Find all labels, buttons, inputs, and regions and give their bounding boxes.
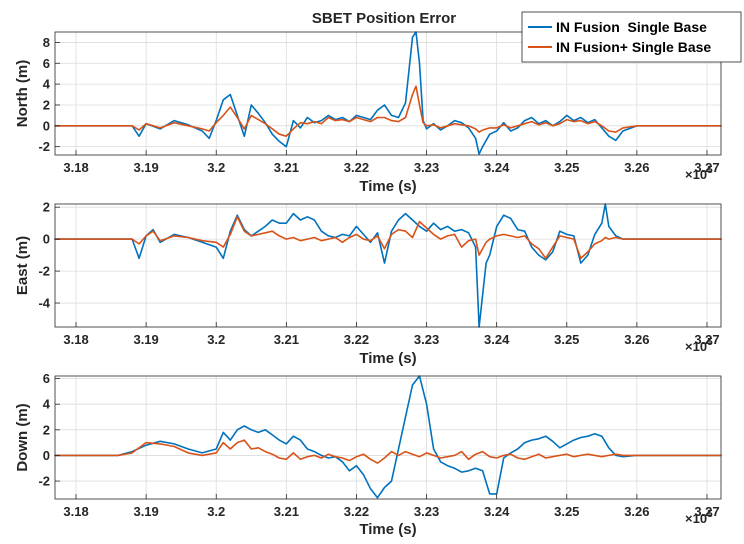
- legend-label: IN Fusion Single Base: [556, 19, 707, 35]
- y-tick-label: 0: [43, 448, 50, 463]
- x-tick-label: 3.24: [484, 504, 510, 519]
- x-tick-label: 3.24: [484, 160, 510, 175]
- legend-label: IN Fusion+ Single Base: [556, 39, 711, 55]
- x-tick-label: 3.19: [133, 332, 158, 347]
- y-tick-label: 2: [43, 97, 50, 112]
- x-tick-label: 3.23: [414, 332, 439, 347]
- x-multiplier-label: ×105: [685, 165, 713, 182]
- x-tick-label: 3.21: [274, 332, 299, 347]
- y-tick-label: 4: [43, 77, 51, 92]
- x-tick-label: 3.25: [554, 332, 579, 347]
- y-tick-label: 2: [43, 422, 50, 437]
- legend: IN Fusion Single Base IN Fusion+ Single B…: [521, 11, 742, 63]
- y-tick-label: 8: [43, 35, 50, 50]
- subplot-2: 3.18 3.19 3.2 3.21 3.22 3.23 3.24 3.25 3.26 3.27 -…: [14, 200, 722, 367]
- x-tick-label: 3.2: [207, 160, 225, 175]
- x-tick-label: 3.22: [344, 332, 369, 347]
- series-line-in-fusion-plus: [54, 216, 722, 260]
- x-tick-label: 3.27: [694, 160, 719, 175]
- y-axis-label: North (m): [14, 60, 31, 128]
- x-tick-label: 3.18: [63, 160, 88, 175]
- plot-area: [55, 204, 721, 327]
- y-tick-label: 2: [43, 200, 50, 215]
- x-tick-label: 3.26: [624, 160, 649, 175]
- plot-area: [55, 376, 721, 499]
- series-line-in-fusion: [54, 203, 722, 328]
- y-tick-label: 0: [43, 232, 50, 247]
- x-tick-label: 3.19: [133, 504, 158, 519]
- series-line-in-fusion: [54, 375, 722, 499]
- axes-box: [54, 31, 722, 156]
- axes-box: [54, 375, 722, 500]
- x-tick-label: 3.26: [624, 504, 649, 519]
- y-axis-label: East (m): [14, 236, 31, 295]
- y-tick-label: 6: [43, 371, 50, 386]
- x-tick-label: 3.25: [554, 504, 579, 519]
- legend-box: [521, 11, 742, 63]
- subplot-1: 3.18 3.19 3.2 3.21 3.22 3.23 3.24 3.25 3.26 3.27 -…: [14, 10, 742, 195]
- x-multiplier-label: ×105: [685, 509, 713, 526]
- axes-box: [54, 203, 722, 328]
- x-multiplier-label: ×105: [685, 337, 713, 354]
- x-tick-label: 3.23: [414, 160, 439, 175]
- x-tick-label: 3.19: [133, 160, 158, 175]
- x-tick-label: 3.23: [414, 504, 439, 519]
- x-tick-label: 3.18: [63, 332, 88, 347]
- x-tick-label: 3.18: [63, 504, 88, 519]
- x-tick-label: 3.24: [484, 332, 510, 347]
- y-tick-label: 0: [43, 118, 50, 133]
- y-axis-label: Down (m): [14, 403, 31, 471]
- x-axis-label: Time (s): [359, 350, 416, 367]
- x-tick-label: 3.22: [344, 160, 369, 175]
- x-tick-label: 3.21: [274, 504, 299, 519]
- y-tick-label: 6: [43, 56, 50, 71]
- x-tick-label: 3.27: [694, 332, 719, 347]
- y-tick-label: -4: [38, 296, 50, 311]
- y-tick-label: -2: [38, 139, 50, 154]
- x-tick-label: 3.2: [207, 504, 225, 519]
- chart-title: SBET Position Error: [312, 10, 456, 27]
- x-tick-label: 3.27: [694, 504, 719, 519]
- series-line-in-fusion-plus: [54, 439, 722, 464]
- subplot-3: 3.18 3.19 3.2 3.21 3.22 3.23 3.24 3.25 3.26 3.27 -…: [14, 371, 722, 538]
- y-tick-label: 4: [43, 397, 51, 412]
- x-axis-label: Time (s): [359, 521, 416, 538]
- series-line-in-fusion-plus: [54, 85, 722, 137]
- x-axis-label: Time (s): [359, 178, 416, 195]
- x-tick-label: 3.26: [624, 332, 649, 347]
- y-tick-label: -2: [38, 264, 50, 279]
- x-tick-label: 3.25: [554, 160, 579, 175]
- x-tick-label: 3.2: [207, 332, 225, 347]
- y-tick-label: -2: [38, 474, 50, 489]
- x-tick-label: 3.22: [344, 504, 369, 519]
- x-tick-label: 3.21: [274, 160, 299, 175]
